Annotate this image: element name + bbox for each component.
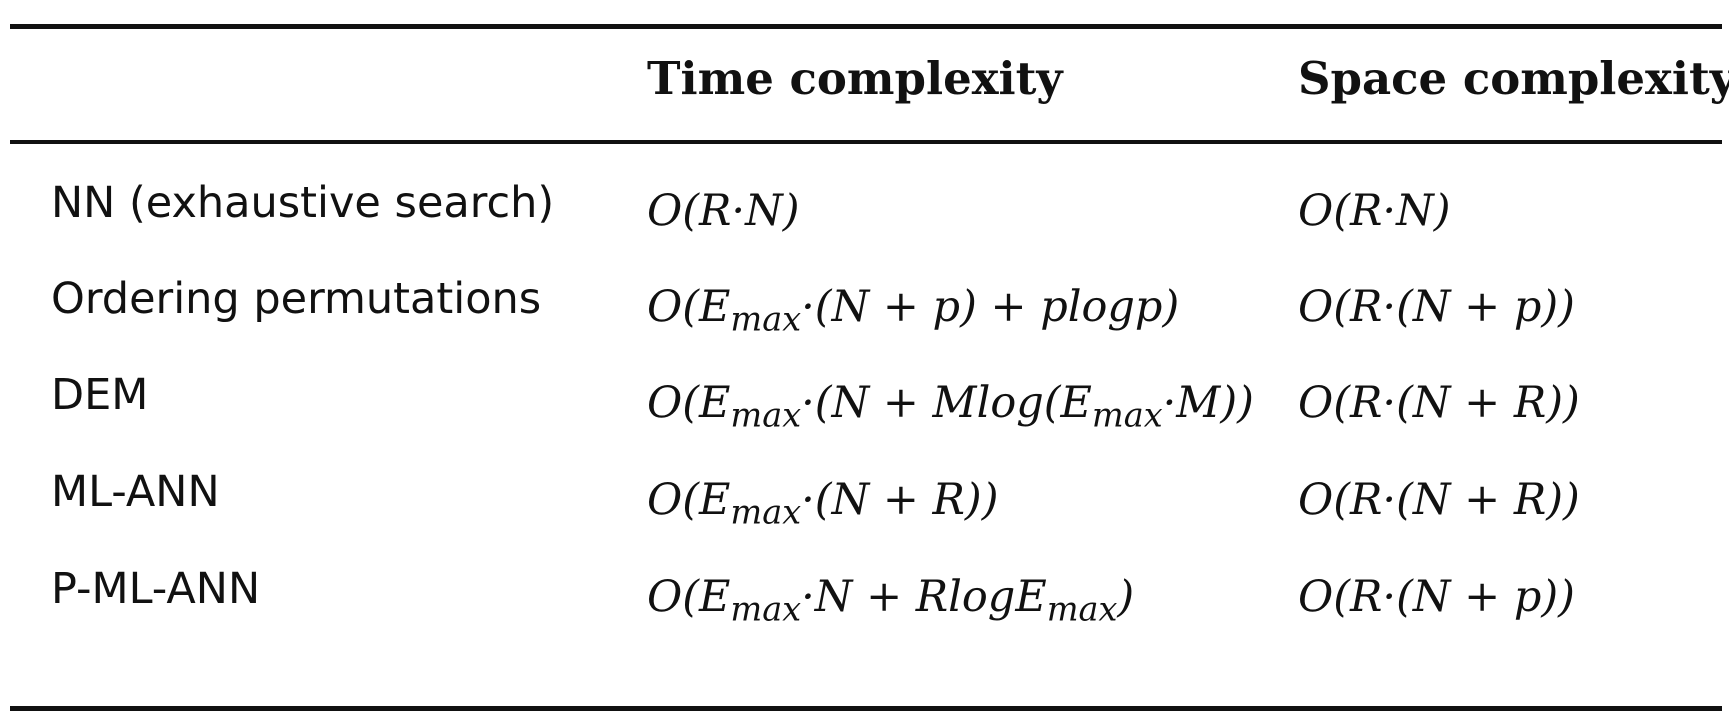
table-row: NN (exhaustive search) O(R·N) O(R·N) <box>10 152 1722 258</box>
space-complexity-cell: O(R·(N + R)) <box>1298 378 1580 428</box>
space-complexity-cell: O(R·(N + p)) <box>1298 282 1575 332</box>
bottom-rule <box>10 706 1722 711</box>
table-row: ML-ANN O(Emax·(N + R)) O(R·(N + R)) <box>10 441 1722 547</box>
table-row: DEM O(Emax·(N + Mlog(Emax·M)) O(R·(N + R)) <box>10 344 1722 450</box>
row-label: P-ML-ANN <box>51 564 261 614</box>
header-time-complexity: Time complexity <box>647 52 1063 105</box>
space-complexity-cell: O(R·N) <box>1298 186 1451 236</box>
table-row: P-ML-ANN O(Emax·N + RlogEmax) O(R·(N + p)) <box>10 538 1722 644</box>
row-label: NN (exhaustive search) <box>51 178 555 228</box>
header-space-complexity: Space complexity <box>1298 52 1729 105</box>
time-complexity-cell: O(R·N) <box>647 186 800 236</box>
top-rule <box>10 24 1722 29</box>
table-row: Ordering permutations O(Emax·(N + p) + pl… <box>10 248 1722 354</box>
row-label: DEM <box>51 370 149 420</box>
time-complexity-cell: O(Emax·(N + R)) <box>647 475 999 532</box>
space-complexity-cell: O(R·(N + R)) <box>1298 475 1580 525</box>
time-complexity-cell: O(Emax·(N + Mlog(Emax·M)) <box>647 378 1254 435</box>
header-rule <box>10 140 1722 144</box>
space-complexity-cell: O(R·(N + p)) <box>1298 572 1575 622</box>
row-label: ML-ANN <box>51 467 220 517</box>
time-complexity-cell: O(Emax·N + RlogEmax) <box>647 572 1135 629</box>
row-label: Ordering permutations <box>51 274 542 324</box>
time-complexity-cell: O(Emax·(N + p) + plogp) <box>647 282 1180 339</box>
